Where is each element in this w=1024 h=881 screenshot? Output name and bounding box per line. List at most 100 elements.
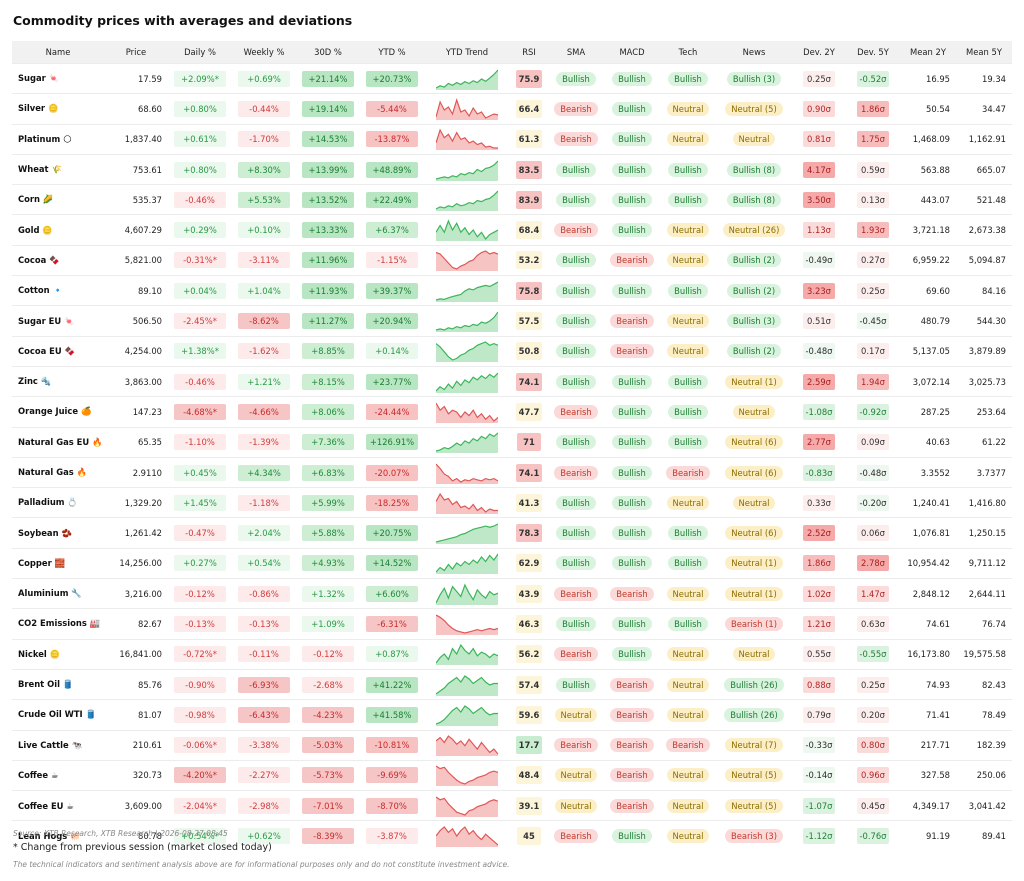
sparkline-area: [436, 402, 498, 423]
sma-signal: Bearish: [554, 465, 598, 480]
mean-2y-value: 287.25: [900, 396, 956, 428]
table-row[interactable]: Wheat 🌾 753.61 +0.80% +8.30% +13.99% +48.89% 8…: [12, 153, 1012, 185]
ytd-change-cell: +6.37%: [360, 214, 424, 246]
table-row[interactable]: Coffee ☕ 320.73 -4.20%* -2.27% -5.73% -9.69% 4…: [12, 759, 1012, 791]
dev-2y-value-cell: 0.33σ: [792, 487, 846, 518]
tech-signal: Bullish: [668, 435, 708, 450]
mean-5y-value: 78.49: [956, 699, 1012, 731]
header-sma[interactable]: SMA: [548, 41, 604, 64]
table-row[interactable]: Natural Gas EU 🔥 65.35 -1.10% -1.39% +7.36% +…: [12, 426, 1012, 458]
tech-signal: Bullish: [668, 404, 708, 419]
macd-signal: Bearish: [610, 344, 654, 359]
commodity-name: Natural Gas EU 🔥: [12, 426, 104, 458]
macd-signal-cell: Bullish: [604, 487, 660, 518]
dev-5y-value: -0.55σ: [856, 646, 890, 663]
sma-signal-cell: Bullish: [548, 426, 604, 458]
news-signal: Neutral (5): [725, 768, 783, 783]
table-row[interactable]: Sugar 🍬 17.59 +2.09%* +0.69% +21.14% +20.73% 7…: [12, 62, 1012, 94]
table-row[interactable]: Natural Gas 🔥 2.9110 +0.45% +4.34% +6.83% -20…: [12, 456, 1012, 488]
daily-change: -2.45%*: [174, 313, 226, 330]
table-row[interactable]: Live Cattle 🐄 210.61 -0.06%* -3.38% -5.03% -1…: [12, 729, 1012, 761]
ytd-sparkline: [436, 826, 498, 848]
rsi-value: 71: [517, 433, 541, 452]
macd-signal: Bullish: [612, 556, 652, 571]
header-daily[interactable]: Daily %: [168, 41, 232, 64]
mean-2y-value: 3.3552: [900, 456, 956, 488]
table-row[interactable]: CO2 Emissions 🏭 82.67 -0.13% -0.13% +1.09% -6…: [12, 608, 1012, 640]
dev-5y-value: -0.45σ: [856, 313, 890, 330]
header-dev-2y[interactable]: Dev. 2Y: [792, 41, 846, 64]
header-ytd[interactable]: YTD %: [360, 41, 424, 64]
sma-signal: Bearish: [554, 101, 598, 116]
header-weekly[interactable]: Weekly %: [232, 41, 296, 64]
macd-signal-cell: Bullish: [604, 517, 660, 549]
table-row[interactable]: Brent Oil 🛢️ 85.76 -0.90% -6.93% -2.68% +41.2…: [12, 668, 1012, 700]
table-row[interactable]: Coffee EU ☕ 3,609.00 -2.04%* -2.98% -7.01% -8…: [12, 790, 1012, 821]
table-row[interactable]: Sugar EU 🍬 506.50 -2.45%* -8.62% +11.27% +20.…: [12, 305, 1012, 337]
weekly-change-cell: -6.93%: [232, 668, 296, 700]
price-value: 2.9110: [104, 456, 168, 488]
macd-signal: Bullish: [612, 101, 652, 116]
dev-5y-value-cell: -0.45σ: [846, 305, 900, 337]
tech-signal-cell: Bullish: [660, 62, 716, 94]
table-row[interactable]: Silver 🪙 68.60 +0.80% -0.44% +19.14% -5.44% 66…: [12, 93, 1012, 125]
table-row[interactable]: Cocoa 🍫 5,821.00 -0.31%* -3.11% +11.96% -1.15…: [12, 244, 1012, 276]
table-row[interactable]: Aluminium 🔧 3,216.00 -0.12% -0.86% +1.32% +6.…: [12, 578, 1012, 609]
dev-5y-value-cell: 0.09σ: [846, 426, 900, 458]
daily-change: -0.72%*: [174, 646, 226, 663]
news-signal: Neutral (1): [725, 556, 783, 571]
table-row[interactable]: Copper 🧱 14,256.00 +0.27% +0.54% +4.93% +14.5…: [12, 547, 1012, 579]
dev-2y-value: 1.86σ: [803, 555, 835, 572]
header-tech[interactable]: Tech: [660, 41, 716, 64]
price-value: 4,254.00: [104, 335, 168, 367]
header-price[interactable]: Price: [104, 41, 168, 64]
weekly-change-cell: +1.04%: [232, 275, 296, 306]
table-row[interactable]: Orange Juice 🍊 147.23 -4.68%* -4.66% +8.06% -…: [12, 396, 1012, 428]
sparkline-line: [436, 523, 498, 543]
dev-2y-value: 2.59σ: [803, 373, 835, 390]
weekly-change-cell: +0.10%: [232, 214, 296, 246]
sma-signal: Bullish: [556, 344, 596, 359]
30d-change: -7.01%: [302, 797, 354, 814]
daily-change-cell: +1.38%*: [168, 335, 232, 367]
header-mean-2y[interactable]: Mean 2Y: [900, 41, 956, 64]
header-mean-5y[interactable]: Mean 5Y: [956, 41, 1012, 64]
source-note: Source: XTB Research, XTB Research | 202…: [13, 829, 228, 838]
dev-2y-value-cell: -1.08σ: [792, 396, 846, 428]
news-signal-cell: Bullish (26): [716, 699, 792, 731]
table-row[interactable]: Crude Oil WTI 🛢️ 81.07 -0.98% -6.43% -4.23% +…: [12, 699, 1012, 731]
30d-change-cell: +5.88%: [296, 517, 360, 549]
table-row[interactable]: Palladium 💍 1,329.20 +1.45% -1.18% +5.99% -18…: [12, 487, 1012, 518]
ytd-change-cell: -5.44%: [360, 93, 424, 125]
daily-change: +0.45%: [174, 464, 226, 481]
macd-signal: Bearish: [610, 677, 654, 692]
table-row[interactable]: Corn 🌽 535.37 -0.46% +5.53% +13.52% +22.49% 83…: [12, 184, 1012, 215]
mean-5y-value: 76.74: [956, 608, 1012, 640]
header-dev-5y[interactable]: Dev. 5Y: [846, 41, 900, 64]
header-ytd-trend[interactable]: YTD Trend: [424, 41, 510, 64]
table-row[interactable]: Lean Hogs 🐖 80.78 +0.54%* +0.62% -8.39% -3.87…: [12, 820, 1012, 851]
header-30d[interactable]: 30D %: [296, 41, 360, 64]
tech-signal: Neutral: [666, 344, 710, 359]
header-news[interactable]: News: [716, 41, 792, 64]
header-macd[interactable]: MACD: [604, 41, 660, 64]
table-row[interactable]: Cocoa EU 🍫 4,254.00 +1.38%* -1.62% +8.85% +0.…: [12, 335, 1012, 367]
header-rsi[interactable]: RSI: [510, 41, 548, 64]
sma-signal-cell: Bullish: [548, 275, 604, 306]
table-row[interactable]: Gold 🪙 4,607.29 +0.29% +0.10% +13.33% +6.37% 6…: [12, 214, 1012, 246]
macd-signal: Bullish: [612, 829, 652, 844]
table-row[interactable]: Cotton 🔹 89.10 +0.04% +1.04% +11.93% +39.37% 7…: [12, 275, 1012, 306]
table-row[interactable]: Zinc 🔩 3,863.00 -0.46% +1.21% +8.15% +23.77% 7…: [12, 365, 1012, 397]
table-row[interactable]: Nickel 🪙 16,841.00 -0.72%* -0.11% -0.12% +0.8…: [12, 638, 1012, 670]
table-row[interactable]: Platinum 🌕 1,837.40 +0.61% -1.70% +14.53% -13…: [12, 123, 1012, 155]
header-name[interactable]: Name: [12, 41, 104, 64]
dev-5y-value-cell: -0.92σ: [846, 396, 900, 428]
macd-signal: Bullish: [612, 495, 652, 510]
dev-2y-value-cell: 1.02σ: [792, 578, 846, 609]
weekly-change-cell: -2.27%: [232, 759, 296, 791]
price-value: 147.23: [104, 396, 168, 428]
sparkline-line: [436, 372, 498, 392]
30d-change: +8.85%: [302, 343, 354, 360]
table-row[interactable]: Soybean 🫘 1,261.42 -0.47% +2.04% +5.88% +20.7…: [12, 517, 1012, 549]
tech-signal-cell: Neutral: [660, 759, 716, 791]
